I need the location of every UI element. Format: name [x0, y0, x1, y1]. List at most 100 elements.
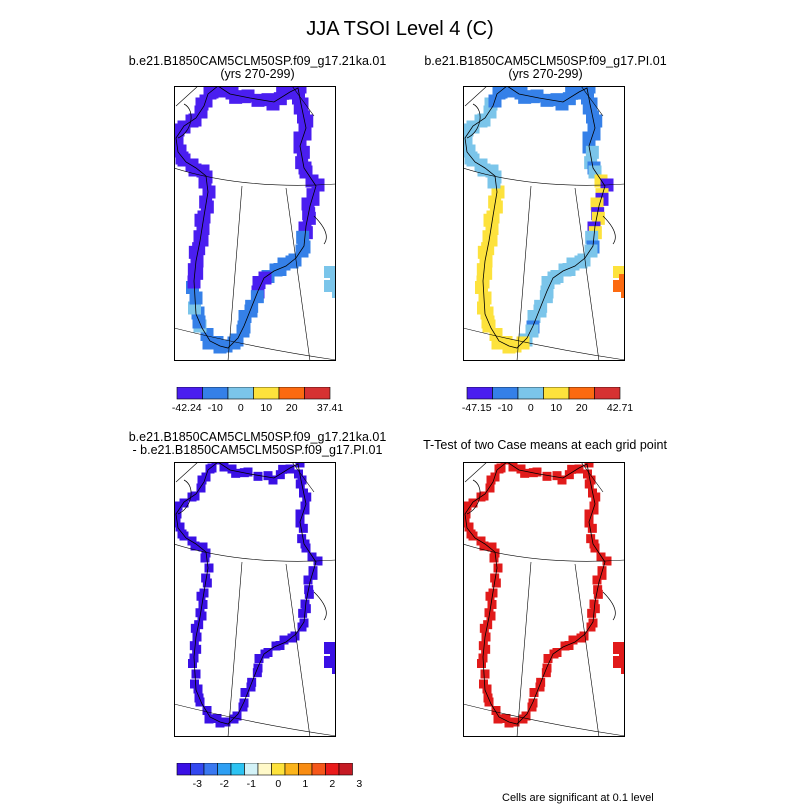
grid-cell — [260, 649, 270, 659]
grid-cell — [490, 573, 500, 583]
grid-cell — [527, 702, 537, 712]
colorbar-box — [202, 386, 229, 400]
map-2-island-cells — [613, 266, 625, 298]
colorbar-box — [230, 762, 245, 776]
colorbar-tick-label: -1 — [247, 778, 256, 789]
grid-cell — [295, 509, 305, 519]
map-3-cells — [174, 462, 323, 728]
grid-cell — [301, 604, 311, 614]
grid-cell — [238, 310, 252, 323]
colorbar-tick-label: 1 — [302, 778, 308, 789]
map-panel-4 — [463, 462, 625, 737]
grid-cell — [532, 467, 542, 477]
grid-cell — [278, 464, 288, 474]
grid-cell — [613, 656, 624, 668]
colorbar-box — [594, 386, 621, 400]
grid-cell — [324, 266, 335, 278]
grid-cell — [301, 543, 311, 553]
grid-cell — [202, 185, 216, 199]
grid-cell — [587, 608, 597, 618]
grid-cell — [204, 563, 214, 573]
grid-cell — [506, 86, 520, 98]
colorbar-box — [492, 386, 519, 400]
grid-cell — [252, 668, 262, 678]
grid-cell — [501, 714, 511, 723]
panel-1-title: b.e21.B1850CAM5CLM50SP.f09_g17.21ka.01 (… — [100, 55, 415, 81]
colorbar-box — [325, 762, 340, 776]
grid-cell — [174, 140, 183, 154]
colorbar-1: -42.24 -10 0 10 20 37.41 — [150, 386, 363, 418]
colorbar-2: -47.15 -10 0 10 20 42.71 — [440, 386, 653, 418]
map-2-islands-outline — [466, 103, 616, 245]
map-3-islands-outline — [177, 479, 327, 621]
grid-cell — [542, 471, 552, 481]
panel-2-title-line-2: (yrs 270-299) — [508, 67, 583, 81]
grid-cell — [510, 717, 520, 727]
grid-cell — [493, 563, 503, 573]
grid-cell — [190, 679, 199, 689]
map-2-graticule — [463, 86, 625, 361]
grid-cell — [482, 684, 492, 694]
map-4-graticule — [463, 462, 625, 737]
grid-cell — [535, 682, 545, 692]
grid-cell — [174, 509, 182, 519]
colorbar-box — [176, 762, 191, 776]
panel-3-title-line-1: b.e21.B1850CAM5CLM50SP.f09_g17.21ka.01 — [128, 430, 387, 444]
map-3-frame — [174, 462, 336, 737]
colorbar-box — [278, 386, 305, 400]
grid-cell — [479, 491, 489, 501]
grid-cell — [592, 575, 602, 585]
colorbar-tick-label: -42.24 — [172, 402, 202, 413]
panel-1-title-line-2: (yrs 270-299) — [220, 67, 295, 81]
colorbar-tick-label: -47.15 — [462, 402, 492, 413]
grid-cell — [491, 185, 505, 199]
grid-cell — [212, 714, 222, 723]
grid-cell — [330, 650, 336, 662]
grid-cell — [480, 669, 490, 679]
colorbar-tick-label: 0 — [275, 778, 281, 789]
grid-cell — [477, 659, 486, 668]
colorbar-tick-label: 0 — [238, 402, 244, 413]
grid-cell — [590, 604, 600, 614]
grid-cell — [487, 600, 497, 609]
grid-cell — [549, 649, 559, 659]
colorbar-box — [304, 386, 331, 400]
grid-cell — [304, 589, 314, 599]
map-2-svg — [463, 86, 625, 361]
grid-cell — [476, 536, 486, 546]
map-1-graticule — [174, 86, 336, 361]
grid-cell — [330, 274, 336, 286]
panel-4-title: T-Test of two Case means at each grid po… — [385, 439, 705, 452]
grid-cell — [238, 702, 248, 712]
grid-cell — [478, 641, 488, 651]
grid-cell — [287, 633, 297, 643]
colorbar-box — [253, 386, 280, 400]
grid-cell — [298, 608, 308, 618]
grid-cell — [240, 688, 250, 697]
grid-cell — [190, 541, 200, 551]
map-panel-3 — [174, 462, 336, 737]
grid-cell — [263, 471, 273, 481]
panel-2-title: b.e21.B1850CAM5CLM50SP.f09_g17.PI.01 (yr… — [388, 55, 703, 81]
grid-cell — [241, 89, 255, 103]
grid-cell — [275, 470, 285, 480]
map-2-frame — [463, 86, 625, 361]
colorbar-box — [271, 762, 286, 776]
grid-cell — [479, 679, 488, 689]
map-1-frame — [174, 86, 336, 361]
grid-cell — [205, 86, 219, 99]
significance-footnote: Cells are significant at 0.1 level — [502, 792, 654, 804]
grid-cell — [191, 669, 201, 679]
grid-cell — [585, 145, 599, 159]
grid-cell — [177, 529, 187, 539]
colorbar-box — [176, 386, 203, 400]
grid-cell — [229, 714, 239, 724]
grid-cell — [308, 570, 318, 580]
map-2-coastline — [464, 86, 606, 349]
map-panel-1 — [174, 86, 336, 361]
colorbar-box — [244, 762, 259, 776]
grid-cell — [621, 286, 625, 298]
colorbar-2-svg: -47.15 -10 0 10 20 42.71 — [462, 386, 633, 414]
grid-cell — [557, 475, 567, 485]
grid-cell — [491, 578, 501, 588]
